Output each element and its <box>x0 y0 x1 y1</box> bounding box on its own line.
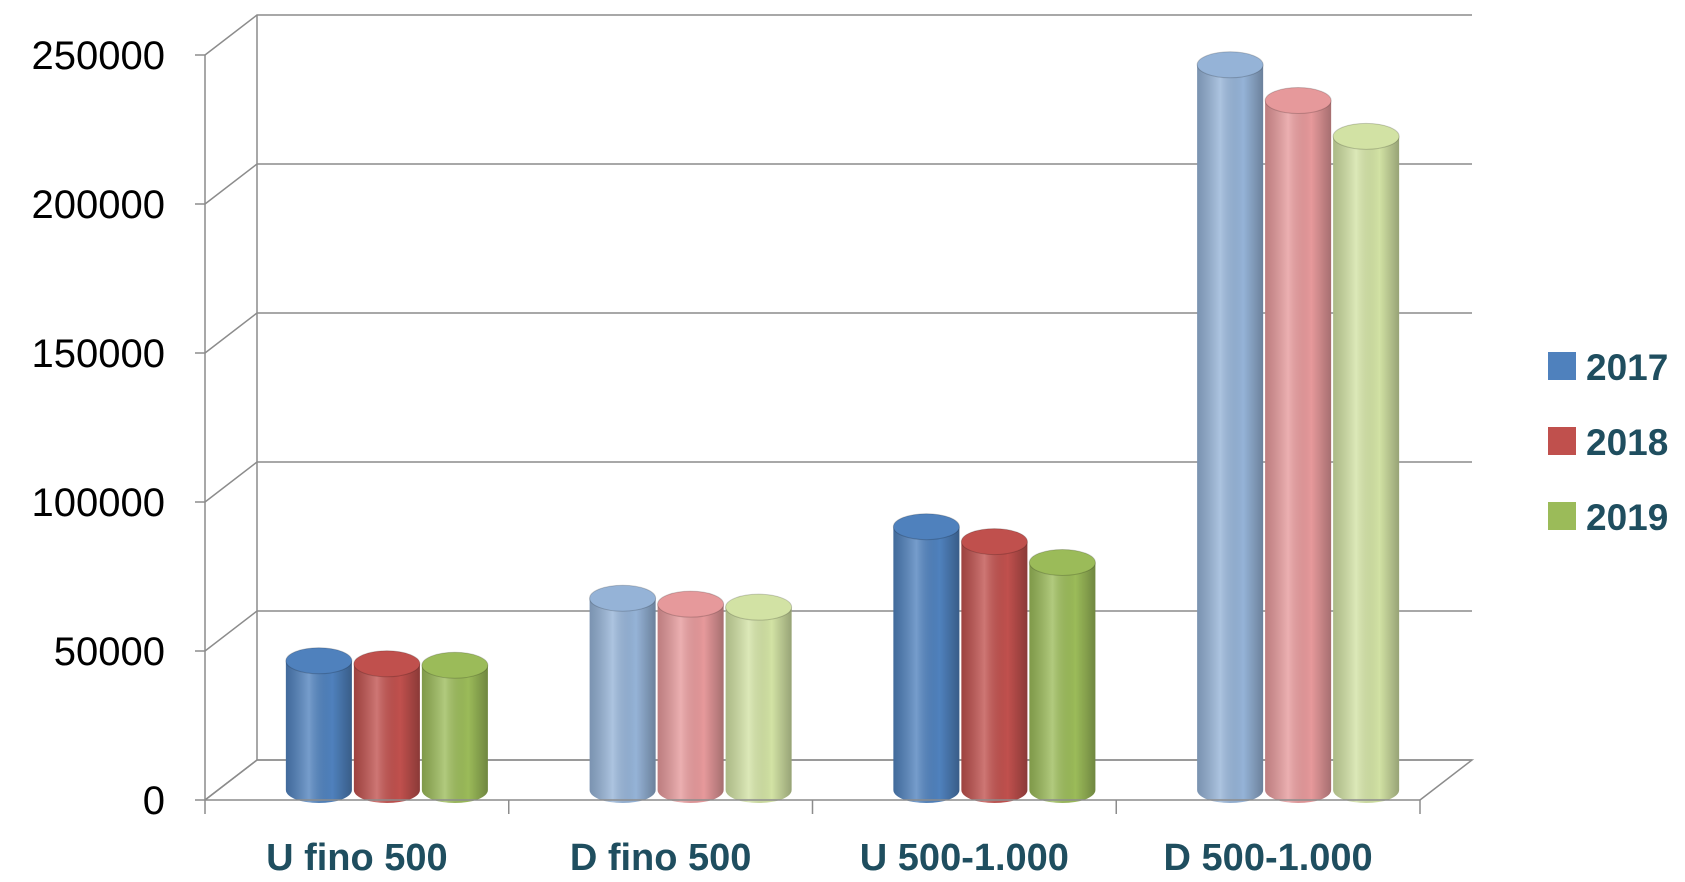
legend-swatch <box>1548 352 1576 380</box>
bar-top <box>1332 122 1400 150</box>
bar <box>892 513 960 804</box>
bar-shade <box>285 660 352 804</box>
y-tick-label: 250000 <box>32 34 165 78</box>
bar-top <box>960 528 1028 556</box>
bar-shade <box>657 604 724 804</box>
bar-shade <box>725 607 792 804</box>
bar-shade <box>961 541 1028 804</box>
bar-shade <box>1029 562 1096 804</box>
bar-top <box>353 650 421 678</box>
y-axis: 0 50000 100000 150000 200000 250000 <box>32 34 206 823</box>
bar <box>589 584 657 804</box>
bar-top <box>725 593 793 621</box>
x-axis: U fino 500 D fino 500 U 500-1.000 D 500-1.0… <box>204 799 1421 879</box>
bar <box>353 650 421 804</box>
bar <box>421 651 489 804</box>
bar <box>1196 51 1264 804</box>
x-tick-label: D fino 500 <box>570 837 752 879</box>
bar-shade <box>1197 64 1264 804</box>
legend-label: 2018 <box>1586 422 1668 463</box>
bar-shade <box>1265 100 1332 804</box>
bar-top <box>285 647 353 675</box>
y-tick-label: 0 <box>143 779 165 823</box>
bar-top <box>1264 87 1332 115</box>
bar <box>657 590 725 804</box>
bar-top <box>421 651 489 679</box>
bar-shade <box>353 663 420 804</box>
bar-shade <box>421 665 488 804</box>
bar-top <box>1028 548 1096 576</box>
y-tick-label: 150000 <box>32 332 165 376</box>
y-tick-label: 50000 <box>54 630 165 674</box>
gridline <box>204 163 1472 205</box>
bars <box>285 51 1400 804</box>
bar-top <box>892 513 960 541</box>
gridline <box>204 461 1472 503</box>
gridline <box>204 312 1472 354</box>
y-tick-label: 200000 <box>32 183 165 227</box>
legend: 2017 2018 2019 <box>1548 347 1668 538</box>
bar-top <box>589 584 657 612</box>
bar <box>1332 122 1400 804</box>
gridlines <box>204 14 1472 801</box>
x-tick-label: U fino 500 <box>266 837 448 879</box>
bar <box>1028 548 1096 804</box>
y-tick-label: 100000 <box>32 481 165 525</box>
x-tick-label: D 500-1.000 <box>1164 837 1373 879</box>
legend-swatch <box>1548 427 1576 455</box>
bar <box>285 647 353 804</box>
bar-top <box>657 590 725 618</box>
bar <box>725 593 793 804</box>
bar-shade <box>893 526 960 804</box>
bar-shade <box>1333 136 1400 804</box>
x-tick-label: U 500-1.000 <box>860 837 1069 879</box>
bar-shade <box>589 598 656 804</box>
bar <box>960 528 1028 804</box>
legend-label: 2017 <box>1586 347 1668 388</box>
legend-swatch <box>1548 502 1576 530</box>
legend-label: 2019 <box>1586 497 1668 538</box>
gridline <box>204 14 1472 56</box>
bar <box>1264 87 1332 804</box>
bar-top <box>1196 51 1264 79</box>
